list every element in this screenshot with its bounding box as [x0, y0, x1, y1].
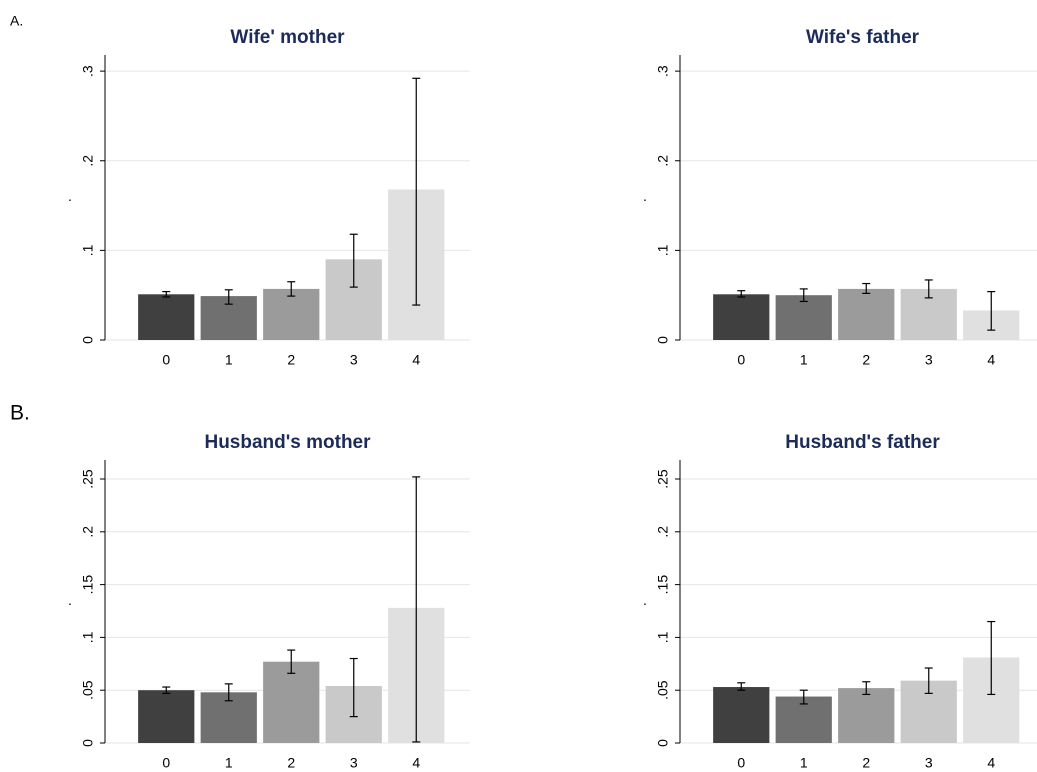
- bar: [775, 295, 832, 340]
- bar: [263, 661, 320, 743]
- x-tick-label: 3: [350, 755, 358, 771]
- panel-label: A.: [10, 13, 23, 29]
- x-tick-label: 1: [800, 755, 808, 771]
- x-tick-label: 1: [225, 755, 233, 771]
- error-bar: [862, 681, 871, 696]
- y-tick-label: .3: [80, 65, 96, 77]
- error-bar: [349, 657, 358, 718]
- x-tick-label: 2: [287, 755, 295, 771]
- x-tick-label: 1: [225, 352, 233, 368]
- error-bar: [162, 686, 171, 694]
- error-bar: [737, 290, 746, 298]
- y-tick-label: .15: [80, 575, 96, 595]
- y-tick-label: .3: [655, 65, 671, 77]
- x-tick-label: 3: [925, 352, 933, 368]
- y-axis-label: .: [68, 592, 72, 608]
- y-axis-label: .: [643, 188, 647, 204]
- x-tick-label: 0: [737, 755, 745, 771]
- y-tick-label: .1: [655, 244, 671, 256]
- error-bar: [287, 649, 296, 674]
- error-bar: [287, 281, 296, 297]
- y-tick-label: 0: [655, 336, 671, 344]
- y-tick-label: .25: [80, 469, 96, 489]
- error-bar: [987, 620, 996, 696]
- y-tick-label: .25: [655, 469, 671, 489]
- error-bar: [987, 291, 996, 331]
- x-tick-label: 0: [162, 352, 170, 368]
- error-bar: [924, 667, 933, 694]
- error-bar: [799, 288, 808, 303]
- y-tick-label: .2: [655, 526, 671, 538]
- bar: [263, 288, 320, 340]
- error-bar: [799, 689, 808, 705]
- y-tick-label: .2: [80, 526, 96, 538]
- y-tick-label: .2: [655, 155, 671, 167]
- x-tick-label: 4: [412, 755, 420, 771]
- x-tick-label: 4: [987, 352, 995, 368]
- chart-title: Husband's mother: [204, 432, 371, 453]
- x-tick-label: 4: [987, 755, 995, 771]
- y-tick-label: .2: [80, 155, 96, 167]
- chart-title: Wife's father: [806, 27, 920, 48]
- x-tick-label: 0: [737, 352, 745, 368]
- bar: [838, 288, 895, 340]
- bar: [138, 690, 195, 743]
- y-tick-label: 0: [80, 336, 96, 344]
- x-tick-label: 0: [162, 755, 170, 771]
- panel-label: B.: [10, 402, 30, 425]
- y-tick-label: 0: [80, 739, 96, 747]
- error-bar: [412, 77, 421, 306]
- error-bar: [224, 683, 233, 702]
- y-tick-label: .15: [655, 575, 671, 595]
- y-tick-label: .05: [80, 680, 96, 700]
- y-axis-label: .: [68, 188, 72, 204]
- error-bar: [924, 279, 933, 299]
- error-bar: [862, 282, 871, 294]
- y-tick-label: .05: [655, 680, 671, 700]
- x-tick-label: 4: [412, 352, 420, 368]
- error-bar: [162, 291, 171, 298]
- x-tick-label: 1: [800, 352, 808, 368]
- bar: [138, 294, 195, 340]
- x-tick-label: 2: [862, 755, 870, 771]
- x-tick-label: 3: [350, 352, 358, 368]
- x-tick-label: 2: [862, 352, 870, 368]
- error-bar: [412, 476, 421, 743]
- bar: [713, 294, 770, 340]
- chart-title: Husband's father: [785, 432, 940, 453]
- y-tick-label: .1: [655, 631, 671, 643]
- bar: [838, 688, 895, 743]
- y-tick-label: .1: [80, 631, 96, 643]
- chart-title: Wife' mother: [230, 27, 345, 48]
- y-tick-label: 0: [655, 739, 671, 747]
- y-axis-label: .: [643, 592, 647, 608]
- error-bar: [349, 233, 358, 288]
- y-tick-label: .1: [80, 244, 96, 256]
- error-bar: [224, 289, 233, 305]
- x-tick-label: 3: [925, 755, 933, 771]
- x-tick-label: 2: [287, 352, 295, 368]
- error-bar: [737, 682, 746, 691]
- bar: [713, 687, 770, 743]
